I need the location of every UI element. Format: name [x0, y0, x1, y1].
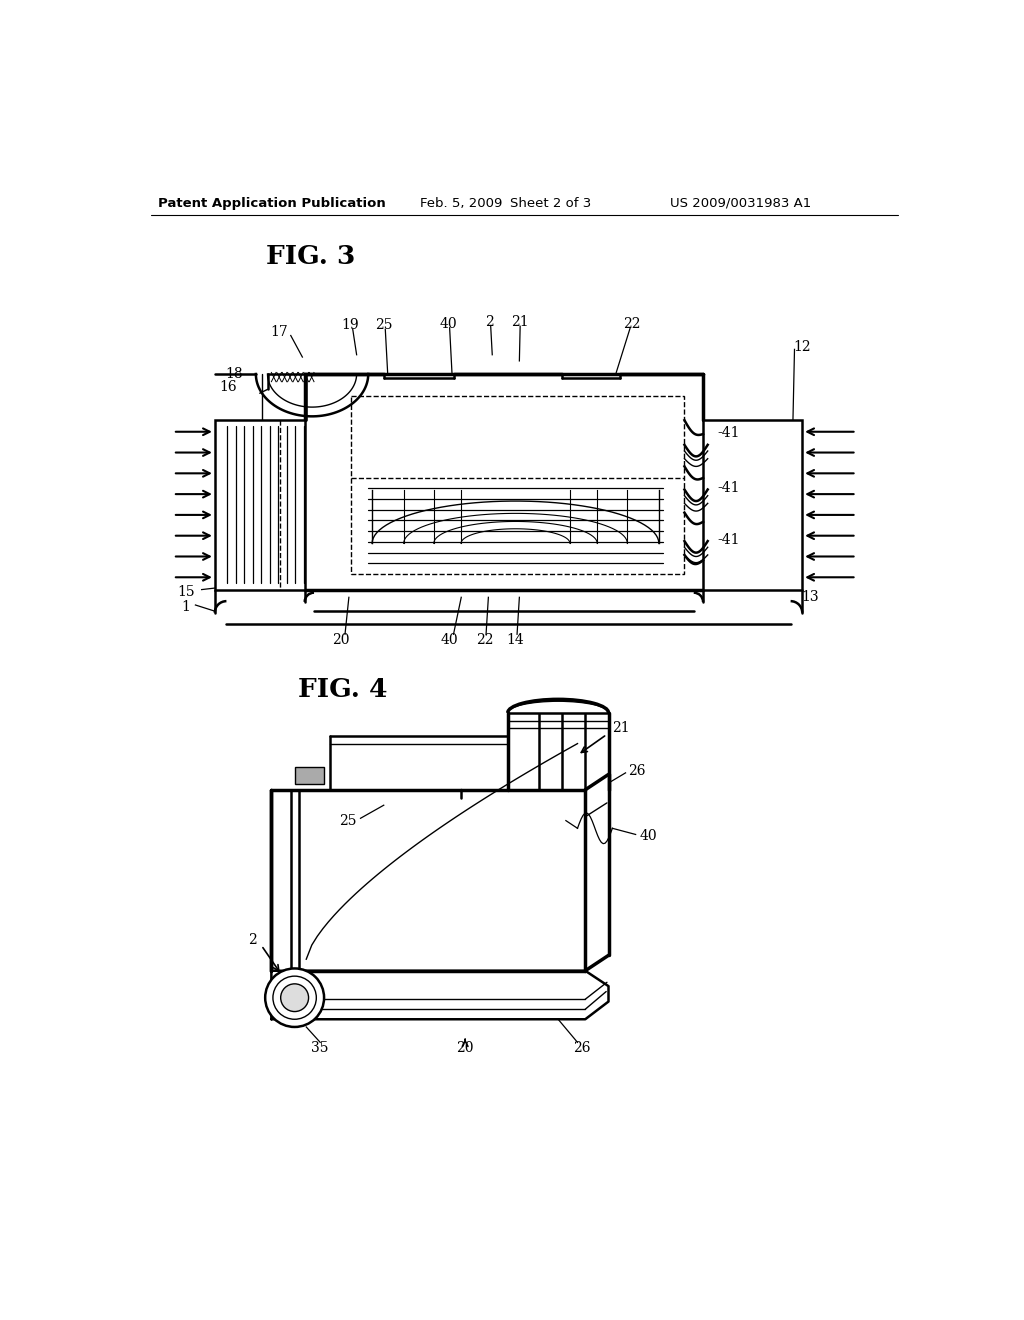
Text: Patent Application Publication: Patent Application Publication — [158, 197, 385, 210]
Text: 22: 22 — [623, 317, 640, 331]
Text: US 2009/0031983 A1: US 2009/0031983 A1 — [670, 197, 811, 210]
Text: 21: 21 — [511, 315, 528, 330]
Bar — [215, 420, 305, 590]
Text: Sheet 2 of 3: Sheet 2 of 3 — [510, 197, 591, 210]
Text: 26: 26 — [628, 763, 645, 777]
Text: 40: 40 — [439, 317, 457, 331]
Text: 14: 14 — [507, 632, 524, 647]
Bar — [351, 396, 684, 574]
Text: 20: 20 — [457, 1040, 474, 1055]
Text: 17: 17 — [270, 325, 288, 339]
Text: FIG. 3: FIG. 3 — [266, 244, 355, 269]
Text: 2: 2 — [248, 933, 256, 946]
Circle shape — [281, 983, 308, 1011]
Text: 26: 26 — [572, 1040, 590, 1055]
Text: FIG. 4: FIG. 4 — [299, 677, 388, 702]
Text: -41: -41 — [717, 425, 739, 440]
Text: 40: 40 — [640, 829, 657, 843]
Text: 12: 12 — [794, 341, 811, 354]
Text: 15: 15 — [177, 585, 195, 599]
Text: -41: -41 — [717, 480, 739, 495]
Text: 35: 35 — [311, 1040, 329, 1055]
Circle shape — [273, 977, 316, 1019]
Text: 20: 20 — [333, 632, 350, 647]
Text: 25: 25 — [339, 813, 356, 828]
Text: 21: 21 — [612, 721, 630, 735]
Text: 40: 40 — [440, 632, 459, 647]
Text: 25: 25 — [375, 318, 392, 333]
Circle shape — [265, 969, 324, 1027]
Bar — [703, 420, 802, 590]
Text: 22: 22 — [476, 632, 494, 647]
Text: 16: 16 — [219, 380, 237, 395]
Text: 13: 13 — [801, 590, 819, 605]
Text: 1: 1 — [181, 601, 190, 614]
Text: 18: 18 — [225, 367, 243, 381]
Text: -41: -41 — [717, 532, 739, 546]
Bar — [295, 767, 324, 784]
Text: 2: 2 — [484, 315, 494, 330]
Text: 19: 19 — [342, 318, 359, 333]
Text: Feb. 5, 2009: Feb. 5, 2009 — [420, 197, 503, 210]
